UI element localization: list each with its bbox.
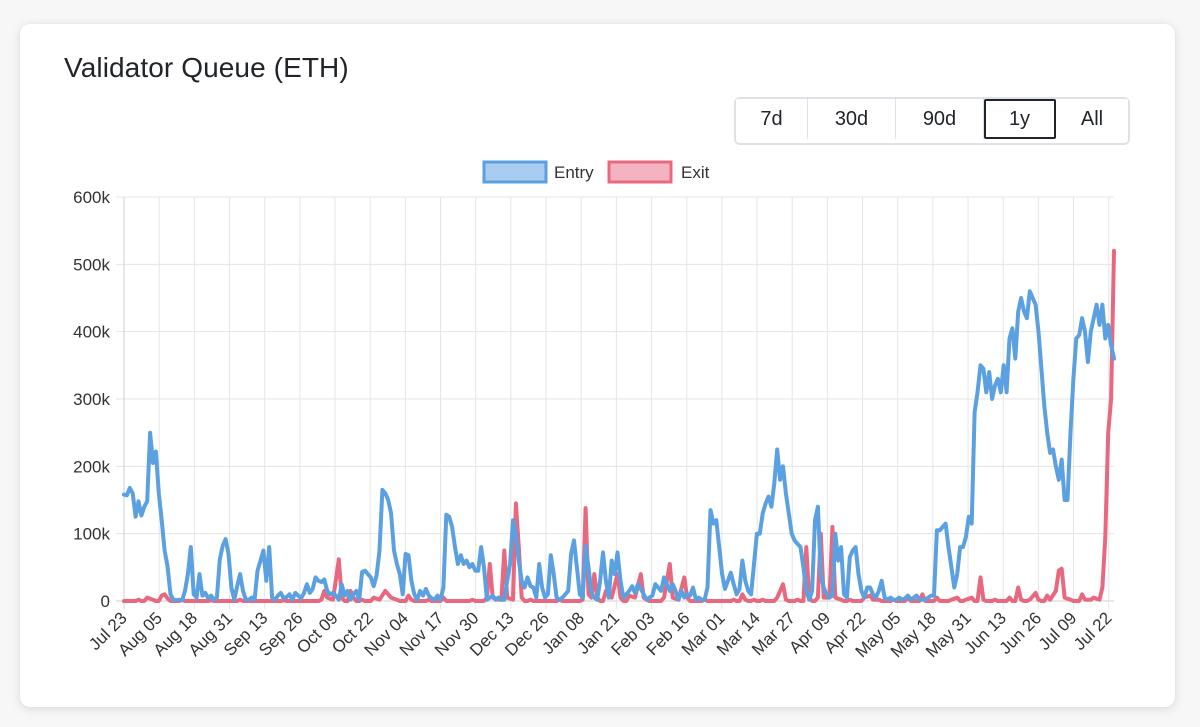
y-tick-label: 300k xyxy=(73,390,110,409)
y-tick-label: 600k xyxy=(73,188,110,207)
x-tick-label: Jul 22 xyxy=(1070,608,1116,654)
x-tick-label: Jul 09 xyxy=(1035,608,1081,654)
y-tick-label: 500k xyxy=(73,255,110,274)
series-lines xyxy=(122,248,1116,603)
legend-label-entry[interactable]: Entry xyxy=(554,163,594,182)
legend-swatch-exit[interactable] xyxy=(607,160,673,184)
legend-swatch-entry[interactable] xyxy=(482,160,548,184)
range-1y-button[interactable]: 1y xyxy=(984,99,1056,139)
legend: Entry Exit xyxy=(482,160,710,184)
range-30d-button[interactable]: 30d xyxy=(808,99,896,139)
series-line-exit[interactable] xyxy=(122,248,1116,603)
range-90d-button[interactable]: 90d xyxy=(896,99,984,139)
series-line-entry[interactable] xyxy=(122,289,1116,603)
legend-label-exit[interactable]: Exit xyxy=(681,163,710,182)
y-tick-label: 200k xyxy=(73,457,110,476)
grid-lines xyxy=(116,196,1114,609)
y-tick-label: 400k xyxy=(73,323,110,342)
y-tick-label: 100k xyxy=(73,525,110,544)
y-axis: 0 100k 200k 300k 400k 500k 600k xyxy=(73,188,110,611)
range-all-button[interactable]: All xyxy=(1056,99,1128,139)
y-tick-label: 0 xyxy=(101,592,110,611)
range-7d-button[interactable]: 7d xyxy=(736,99,808,139)
page-title: Validator Queue (ETH) xyxy=(64,52,349,83)
time-range-selector: 7d 30d 90d 1y All xyxy=(734,97,1130,145)
